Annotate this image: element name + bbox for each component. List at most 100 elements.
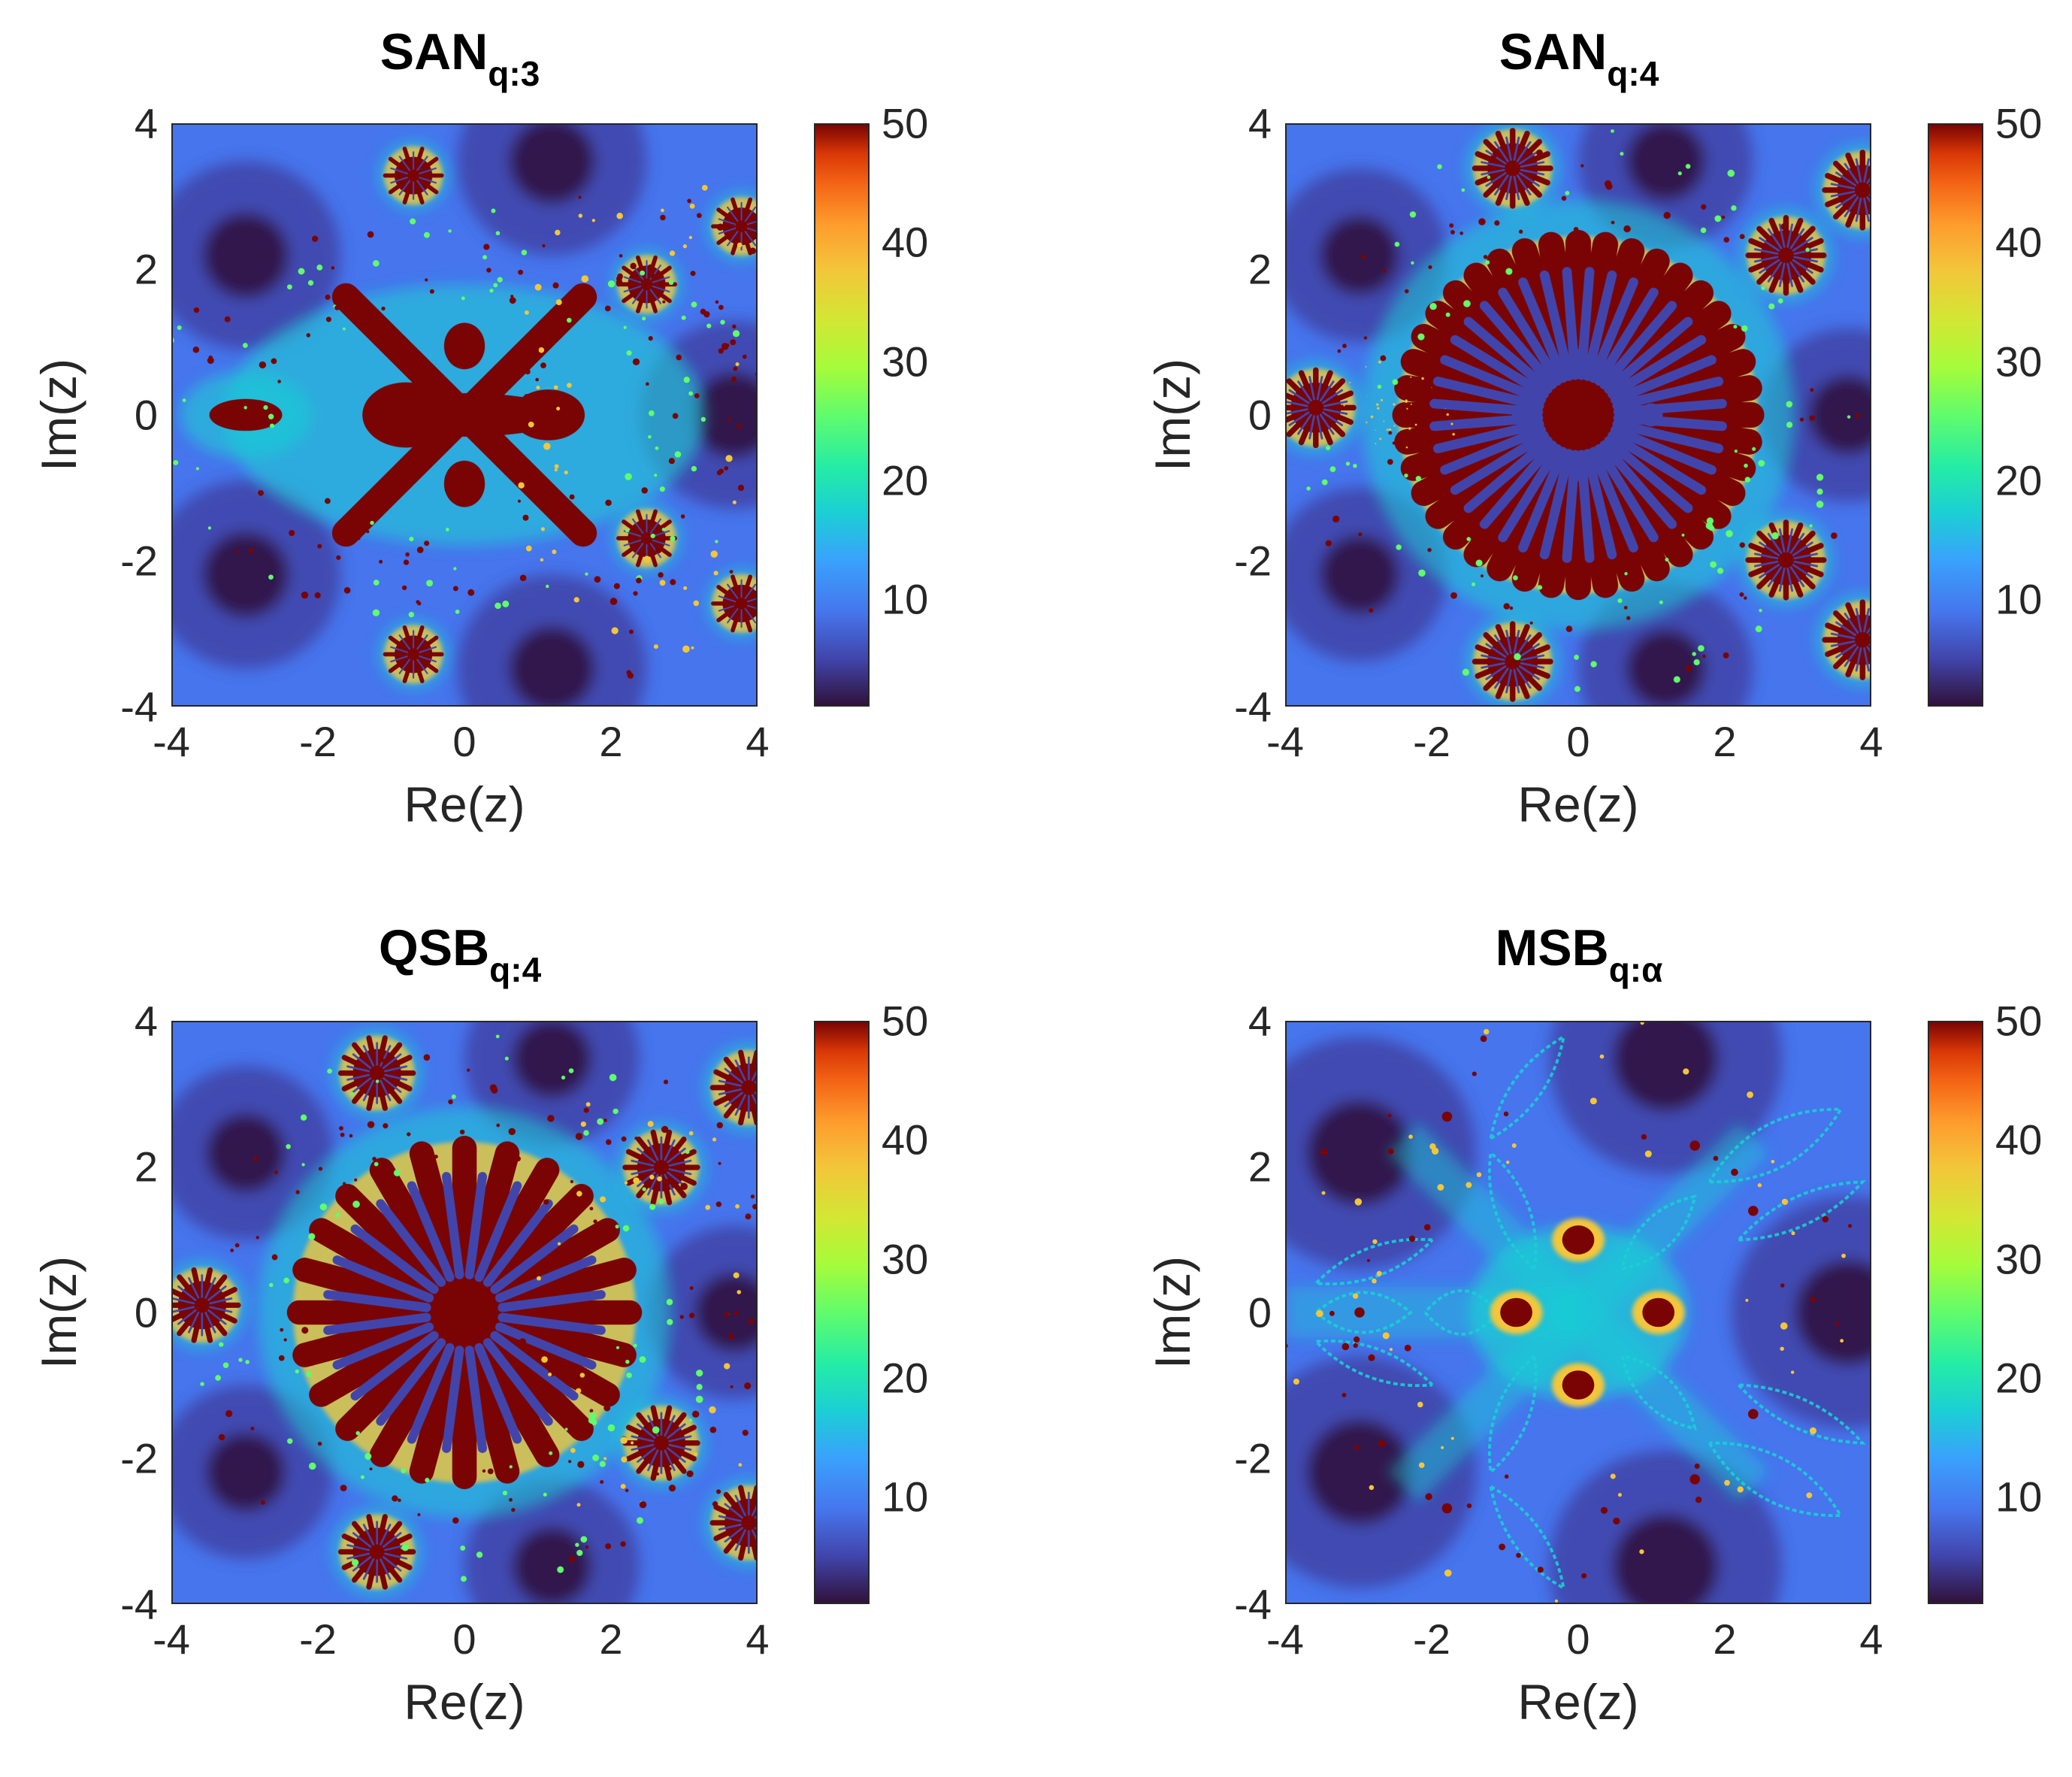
bulb-core	[1500, 1297, 1532, 1327]
dot	[628, 629, 634, 634]
dot	[1446, 413, 1449, 416]
bulb-stripe	[1753, 256, 1779, 263]
dot	[1392, 441, 1396, 445]
bulb-stripe	[390, 177, 408, 184]
dot	[585, 1545, 589, 1549]
y-tick-label: 0	[1248, 1288, 1272, 1337]
bulb-stripe	[667, 1423, 686, 1439]
panel-title: MSBq:α	[1496, 919, 1663, 990]
dot	[1640, 1022, 1644, 1025]
bulb-stripe	[1778, 262, 1786, 287]
fractal-plot	[171, 1021, 758, 1604]
dot	[1565, 190, 1570, 195]
dot	[1450, 422, 1453, 425]
bulb-stripe	[727, 583, 739, 599]
dot	[319, 1203, 328, 1211]
dot	[1342, 1393, 1347, 1397]
bulb-stripe	[464, 1172, 488, 1279]
dot	[452, 1517, 459, 1524]
bulb-stripe	[188, 1312, 200, 1334]
bulb-stripe	[1599, 440, 1677, 529]
dot	[540, 558, 544, 562]
dot	[1325, 540, 1332, 546]
dot	[650, 533, 655, 539]
bulb-stripe	[352, 1532, 372, 1548]
dot	[1529, 621, 1533, 625]
dot	[334, 305, 340, 310]
dot	[383, 1123, 389, 1129]
x-axis-label: Re(z)	[1517, 1674, 1639, 1730]
dot	[538, 347, 545, 353]
dot	[271, 358, 277, 365]
bulb-stripe	[1866, 627, 1870, 634]
dot	[1611, 129, 1614, 133]
bulb-core	[177, 1281, 226, 1330]
panel-title: SANq:3	[380, 23, 540, 94]
bulb-stripe	[398, 180, 411, 195]
dot	[1377, 407, 1380, 410]
bulb-stripe	[1830, 640, 1856, 647]
dot	[1343, 404, 1345, 407]
colorbar-tick-label: 20	[1995, 456, 2043, 504]
dot	[633, 1343, 637, 1348]
dot	[1604, 180, 1612, 188]
bulb-stripe	[631, 1443, 655, 1451]
dot	[1366, 421, 1368, 424]
dot	[311, 235, 319, 242]
basin-core	[1613, 1514, 1719, 1603]
dot	[620, 1484, 626, 1489]
dot	[1466, 537, 1471, 541]
y-tick-label: -2	[1234, 537, 1272, 585]
dot	[182, 398, 186, 402]
dot	[1372, 1239, 1378, 1244]
dot	[350, 1091, 355, 1096]
bulb-stripe	[1288, 389, 1310, 404]
bulb-stripe	[1481, 161, 1505, 168]
basin-core	[691, 372, 756, 458]
colorbar-tick-label: 20	[1995, 1354, 2043, 1402]
dot	[1409, 211, 1417, 218]
dot	[318, 1167, 323, 1171]
colorbar-tick-label: 30	[882, 338, 929, 386]
boundary-dots	[519, 1079, 756, 1547]
dot	[1600, 1506, 1608, 1514]
dot	[557, 1566, 564, 1573]
spiky-bulb	[1815, 143, 1870, 238]
dot	[709, 1406, 716, 1414]
dot	[687, 198, 691, 204]
dot	[1353, 1336, 1360, 1343]
x-tick-label: 0	[452, 1615, 476, 1663]
dot	[625, 1359, 630, 1364]
dot	[1505, 1160, 1510, 1164]
dot	[466, 1068, 470, 1072]
dot	[648, 336, 653, 341]
dot	[1450, 1436, 1454, 1440]
x-tick-label: -4	[1266, 1615, 1304, 1663]
bulb-stripe	[362, 1524, 375, 1545]
dot	[1744, 463, 1748, 468]
dot	[1574, 654, 1580, 660]
dot	[1377, 384, 1382, 389]
dot	[225, 1409, 233, 1418]
colorbar-tick-label: 30	[882, 1235, 929, 1283]
dot	[1369, 1485, 1375, 1491]
dot	[245, 1360, 250, 1364]
bulb-stripe	[1432, 419, 1544, 453]
bulb-stripe	[744, 206, 756, 223]
dot	[1410, 403, 1412, 405]
x-axis-label: Re(z)	[404, 1674, 525, 1730]
dot	[367, 1121, 375, 1128]
dot	[1354, 1198, 1363, 1206]
dot	[738, 1463, 743, 1467]
dot	[497, 277, 503, 283]
dot	[1799, 417, 1804, 422]
dot	[693, 600, 700, 607]
dot	[1806, 1492, 1813, 1499]
dot	[668, 280, 674, 286]
dot	[1581, 1573, 1587, 1579]
dot	[260, 1500, 265, 1505]
dot	[335, 1212, 340, 1218]
dot	[1437, 1184, 1444, 1191]
dot	[647, 1121, 654, 1128]
dot	[593, 1219, 597, 1224]
